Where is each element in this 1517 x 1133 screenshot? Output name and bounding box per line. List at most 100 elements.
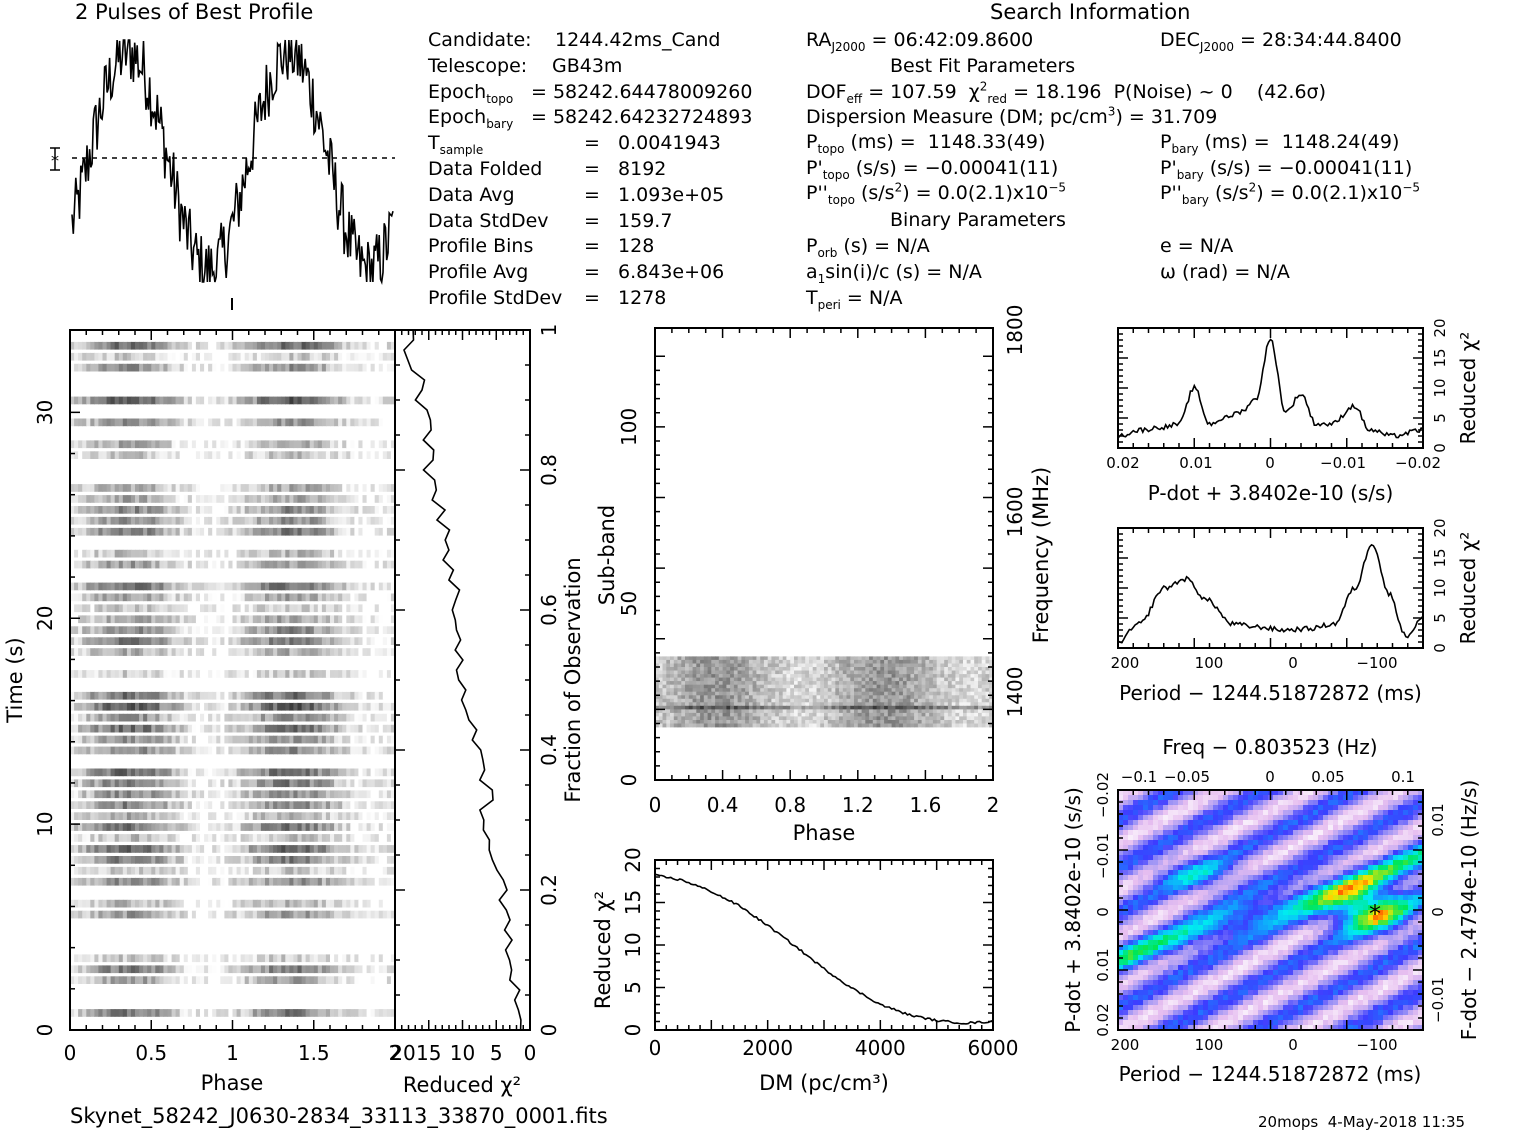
heat-cell: [338, 691, 343, 700]
heat-cell: [297, 670, 303, 678]
heat-cell: [78, 910, 83, 919]
heat-cell: [378, 779, 384, 788]
heat-cell: [914, 670, 919, 675]
heat-cell: [297, 812, 303, 820]
heat-cell: [313, 954, 319, 963]
heat-cell: [317, 812, 323, 820]
heat-cell: [248, 812, 254, 820]
heat-cell: [696, 681, 701, 685]
heat-cell: [655, 667, 660, 671]
heat-cell: [374, 702, 380, 711]
heat-cell: [330, 516, 335, 525]
heat-cell: [390, 910, 396, 919]
heat-cell: [309, 670, 315, 678]
heat-cell: [216, 856, 221, 864]
heat-cell: [325, 484, 331, 492]
heat-cell: [771, 663, 776, 668]
heat-cell: [252, 352, 258, 361]
heat-cell: [374, 834, 380, 842]
heat-cell: [854, 667, 859, 671]
heat-cell: [317, 779, 323, 788]
heat-cell: [224, 801, 230, 809]
heat-cell: [944, 659, 949, 664]
heat-cell: [82, 713, 87, 722]
heat-cell: [718, 698, 724, 703]
heat-cell: [163, 790, 169, 799]
heat-cell: [790, 681, 795, 685]
heat-cell: [782, 684, 788, 689]
heat-cell: [382, 396, 388, 405]
heat-cell: [98, 856, 104, 864]
heat-cell: [358, 768, 364, 777]
heat-cell: [212, 637, 217, 645]
heat-cell: [382, 418, 388, 427]
heat-cell: [159, 626, 165, 634]
heat-cell: [670, 695, 675, 700]
heat-cell: [167, 440, 173, 449]
heat-cell: [925, 698, 930, 703]
heat-cell: [130, 702, 136, 711]
heat-cell: [313, 495, 319, 503]
heat-cell: [260, 495, 266, 503]
heat-cell: [187, 615, 193, 624]
heat-cell: [305, 899, 311, 908]
heat-cell: [370, 615, 376, 624]
heat-cell: [130, 812, 136, 820]
heat-cell: [122, 823, 128, 831]
heat-cell: [122, 648, 128, 656]
heat-cell: [681, 656, 686, 661]
heat-cell: [354, 877, 360, 886]
heat-cell: [106, 965, 112, 974]
heat-cell: [187, 899, 193, 908]
heat-cell: [666, 691, 671, 696]
heat-cell: [147, 615, 152, 624]
heat-cell: [155, 976, 160, 984]
heat-cell: [386, 582, 392, 591]
heat-cell: [309, 516, 315, 525]
heat-cell: [244, 560, 250, 569]
heat-cell: [195, 691, 201, 700]
heat-cell: [244, 834, 250, 842]
heat-cell: [767, 670, 773, 675]
heat-cell: [90, 713, 95, 722]
heat-cell: [260, 484, 266, 492]
heat-cell: [301, 856, 307, 864]
heat-cell: [155, 954, 160, 963]
heat-cell: [358, 593, 364, 602]
heat-cell: [191, 823, 197, 831]
heat-cell: [102, 670, 108, 678]
heat-cell: [297, 527, 303, 536]
heat-cell: [216, 626, 221, 634]
heat-cell: [313, 637, 319, 645]
heat-cell: [959, 663, 964, 668]
heat-cell: [839, 688, 844, 693]
heat-cell: [183, 801, 189, 809]
heat-cell: [102, 1009, 108, 1017]
heat-cell: [921, 656, 926, 661]
heat-cell: [147, 768, 152, 777]
heat-cell: [248, 593, 254, 602]
heat-cell: [330, 812, 335, 820]
heat-cell: [346, 1009, 351, 1017]
heat-cell: [281, 877, 286, 886]
heat-cell: [232, 746, 238, 755]
heat-cell: [936, 674, 942, 678]
heat-cell: [70, 484, 75, 492]
heat-cell: [155, 495, 160, 503]
heat-cell: [183, 418, 189, 427]
heat-cell: [281, 866, 286, 875]
heat-cell: [195, 834, 201, 842]
heat-cell: [914, 674, 919, 678]
heat-cell: [106, 746, 112, 755]
heat-cell: [293, 604, 299, 613]
heat-cell: [147, 812, 152, 820]
subband-phase-plot: 0 0.4 0.8 1.2 1.6 2050100140016001800PhaseSub…: [595, 305, 1053, 845]
heat-cell: [330, 954, 335, 963]
heat-cell: [297, 396, 303, 405]
heat-cell: [330, 801, 335, 809]
heat-cell: [273, 396, 278, 405]
heat-cell: [106, 845, 112, 853]
heat-cell: [212, 779, 217, 788]
heat-cell: [330, 527, 335, 536]
heat-cell: [187, 856, 193, 864]
